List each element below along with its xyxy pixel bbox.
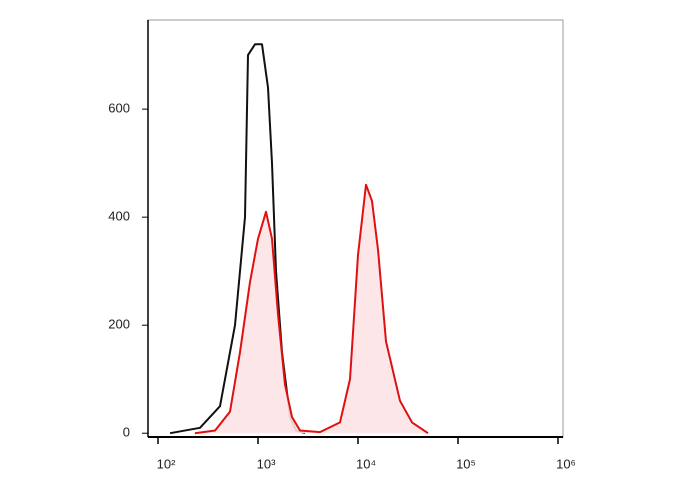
y-tick-label: 0 (123, 425, 130, 440)
histogram-line (194, 183, 429, 435)
x-tick-label: 10² (157, 456, 176, 471)
x-tick-label: 10⁴ (356, 456, 376, 471)
y-tick-label: 400 (108, 209, 130, 224)
x-tick-label: 10⁵ (456, 456, 476, 471)
x-tick-label: 10⁶ (556, 456, 576, 471)
y-tick-label: 600 (108, 101, 130, 116)
y-tick-label: 200 (108, 317, 130, 332)
x-tick-label: 10³ (257, 456, 276, 471)
